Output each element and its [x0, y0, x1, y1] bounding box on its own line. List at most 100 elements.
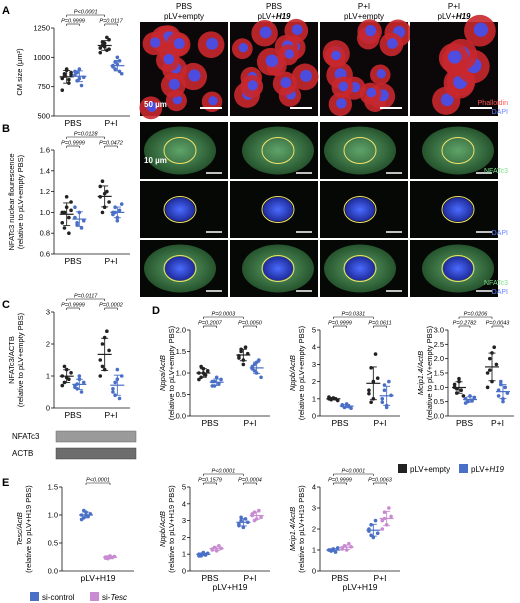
y-tick-label: 0.6 — [40, 250, 50, 259]
legend-d-swatch-empty — [398, 464, 407, 473]
p-value-label: P=0.0117 — [74, 294, 98, 300]
col-header-1-line1: PBS — [176, 2, 192, 11]
data-point — [77, 374, 82, 378]
nucleus-outline — [343, 137, 377, 164]
y-axis-label-2: (relative to pLV+H19 PBS) — [297, 485, 306, 573]
y-tick-label: 2.5 — [434, 340, 444, 349]
data-point — [98, 50, 103, 55]
data-point — [210, 384, 215, 388]
x-group-label: PBS — [456, 418, 473, 428]
data-point — [107, 200, 111, 204]
p-value-label: P<0.0001 — [211, 469, 235, 475]
cell-nucleus — [208, 96, 218, 106]
data-point — [119, 202, 124, 206]
data-point — [259, 515, 263, 520]
data-point — [100, 179, 105, 183]
y-tick-label: 2 — [46, 340, 50, 349]
panel-letter-a: A — [2, 5, 10, 17]
data-point — [60, 88, 65, 92]
data-point — [113, 380, 117, 385]
cell-nucleus — [280, 77, 292, 88]
data-point — [239, 518, 243, 523]
legend-e-swatch-sitesc — [90, 592, 99, 601]
cell-nfatc3 — [324, 126, 396, 175]
data-point — [488, 356, 492, 361]
data-point — [100, 342, 105, 346]
data-point — [115, 218, 120, 223]
y-tick-label: 1 — [312, 394, 316, 403]
panel-letter-d: D — [152, 305, 160, 317]
cell-nucleus — [473, 22, 489, 37]
p-value-label: P=0.9999 — [61, 303, 85, 309]
chart-b: 0.6 0.8 1.0 1.2 1.4 1.6 NFATc3 nuclear floures… — [7, 132, 130, 266]
cell-nucleus — [376, 69, 386, 79]
p-value-label: P=0.9999 — [61, 19, 85, 25]
y-tick-label: 2.0 — [434, 354, 444, 363]
chart-a: 500 750 1000 1250 CM size (μm²) PBS P+I P<0.000… — [15, 10, 130, 128]
data-point — [73, 385, 77, 390]
micrograph-b-r2c1 — [140, 181, 228, 238]
y-tick-label: 5 — [182, 483, 186, 492]
western-blot: NFATc3 ACTB — [12, 430, 137, 460]
data-point — [60, 76, 65, 81]
cell-nucleus — [163, 53, 175, 65]
data-point — [100, 40, 105, 44]
dapi-label-row2: DAPI — [492, 230, 508, 237]
micrograph-b-r3c3 — [320, 240, 408, 297]
data-point — [77, 67, 82, 71]
data-point — [485, 371, 490, 375]
micrograph-b-r1c1 — [140, 122, 228, 179]
data-point — [384, 405, 389, 410]
nucleus-outline — [163, 255, 197, 282]
data-point — [60, 221, 65, 225]
y-axis-label: NFATc3/ACTB — [7, 336, 16, 384]
nucleus-dapi — [263, 256, 293, 281]
data-point — [380, 527, 385, 531]
nucleus-dapi — [263, 197, 293, 222]
legend-d: pLV+empty pLV+H19 — [398, 464, 505, 474]
nucleus-dapi — [345, 197, 375, 222]
y-tick-label: 1.5 — [48, 483, 58, 492]
data-point — [369, 400, 373, 405]
data-point — [503, 385, 508, 390]
micrograph-a-4 — [410, 14, 498, 116]
data-point — [380, 400, 385, 405]
nucleus-outline — [343, 255, 377, 282]
chart-e2: 0 1 2 3 4 5 Nppb/ActB (relative to pLV+H19 PBS)… — [158, 469, 270, 592]
cell-nucleus — [387, 38, 398, 49]
y-axis-label: CM size (μm²) — [15, 48, 24, 96]
cell-nucleus — [188, 69, 201, 82]
micrograph-b-r3c4 — [410, 240, 498, 297]
data-point — [111, 390, 115, 394]
x-group-label: P+I — [105, 256, 118, 266]
data-point — [113, 67, 117, 71]
micrograph-a-3 — [320, 19, 412, 117]
data-point — [81, 218, 86, 223]
y-tick-label: 1250 — [33, 24, 50, 33]
cell-nucleus — [440, 93, 454, 107]
x-group-label: PBS — [331, 418, 348, 428]
nucleus-outline — [261, 137, 295, 164]
legend-d-swatch-h19 — [459, 464, 468, 473]
data-point — [259, 375, 263, 380]
legend-e-swatch-sicontrol — [30, 592, 39, 601]
nucleus-dapi — [443, 256, 473, 281]
chart-d3: 0.0 0.5 1.0 1.5 2.0 2.5 3.0 Mcip1.4/ActB (relati… — [416, 312, 514, 428]
p-value-label: P<0.0001 — [341, 469, 365, 475]
western-band-actb — [55, 447, 137, 460]
cell-nfatc3 — [422, 126, 494, 175]
data-point — [241, 362, 246, 367]
data-point — [335, 546, 340, 550]
p-value-label: P=0.2782 — [453, 321, 477, 327]
y-axis-label-2: (relative to pLV+H19 PBS) — [167, 485, 176, 573]
y-tick-label: 0.0 — [176, 412, 186, 421]
data-point — [199, 364, 203, 369]
nucleus-dapi — [165, 197, 195, 222]
data-point — [67, 231, 71, 235]
y-axis-label-2: (relative to pLV+empty PBS) — [297, 325, 306, 420]
col-header-4-line1: P+I — [448, 2, 460, 11]
data-point — [257, 508, 261, 513]
p-value-label: P=0.0206 — [464, 312, 489, 318]
data-point — [217, 381, 221, 386]
cell-nucleus — [247, 80, 258, 91]
